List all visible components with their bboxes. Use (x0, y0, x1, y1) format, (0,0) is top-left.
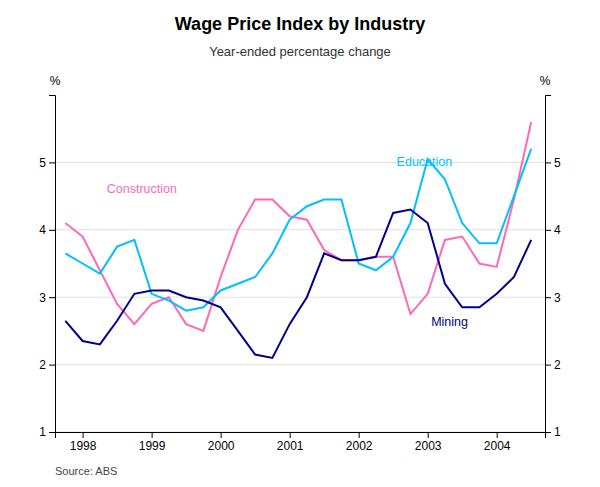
subtitle: Year-ended percentage change (209, 44, 391, 59)
tick: 5 (545, 156, 561, 170)
tick-label: 4 (554, 223, 561, 237)
tick: 1998 (70, 432, 97, 453)
tick-mark (545, 297, 551, 298)
tick: 3 (545, 291, 561, 305)
annotation: Construction (107, 182, 177, 196)
tick: 2001 (277, 432, 304, 453)
tick: 2002 (346, 432, 373, 453)
tick-mark (545, 432, 551, 433)
axis-line (49, 96, 56, 433)
tick-label: 2 (39, 358, 46, 372)
tick-mark (221, 432, 222, 438)
annotation: Mining (431, 315, 468, 329)
y-axis-label: % (50, 74, 61, 88)
tick: 5 (39, 156, 55, 170)
tick-label: 4 (39, 223, 46, 237)
tick: 3 (39, 291, 55, 305)
tick-mark (545, 230, 551, 231)
y-axis: 1 2 3 4 5 (39, 96, 55, 440)
tick-mark (49, 432, 55, 433)
tick-mark (49, 162, 55, 163)
tick-mark (49, 365, 55, 366)
tick-label: 5 (554, 156, 561, 170)
tick-label: 5 (39, 156, 46, 170)
tick-mark (49, 230, 55, 231)
grid-line (55, 364, 545, 365)
axis-line (56, 433, 546, 439)
tick-mark (545, 365, 551, 366)
tick-label: 2000 (208, 439, 235, 453)
tick-label: 1 (554, 425, 561, 439)
tick-mark (290, 432, 291, 438)
line (65, 122, 531, 331)
grid (55, 162, 545, 432)
tick: 2004 (484, 432, 511, 453)
y2-axis: 1 2 3 4 5 (545, 96, 561, 440)
tick-label: 1 (39, 425, 46, 439)
title: Wage Price Index by Industry (175, 14, 425, 34)
grid-line (55, 162, 545, 163)
axis-line (546, 96, 552, 433)
tick-label: 1998 (70, 439, 97, 453)
tick-mark (152, 432, 153, 438)
line (65, 210, 531, 358)
tick: 1 (39, 425, 55, 439)
tick: 4 (39, 223, 55, 237)
source: Source: ABS (55, 465, 117, 477)
annotation: Education (397, 155, 453, 169)
chart: Wage Price Index by Industry Year-ended p… (0, 0, 600, 487)
annotations: Construction Education Mining (107, 155, 468, 329)
tick-label: 2003 (415, 439, 442, 453)
tick-label: 2002 (346, 439, 373, 453)
tick: 1 (545, 425, 561, 439)
plot-area (65, 122, 531, 358)
tick: 4 (545, 223, 561, 237)
tick-label: 3 (39, 291, 46, 305)
tick-label: 2 (554, 358, 561, 372)
tick: 2 (545, 358, 561, 372)
tick-label: 3 (554, 291, 561, 305)
tick-label: 2001 (277, 439, 304, 453)
tick-mark (428, 432, 429, 438)
tick: 1999 (139, 432, 166, 453)
tick-label: 2004 (484, 439, 511, 453)
tick-mark (83, 432, 84, 438)
tick-mark (497, 432, 498, 438)
grid-line (55, 297, 545, 298)
tick: 2003 (415, 432, 442, 453)
y2-axis-label: % (540, 74, 551, 88)
tick-label: 1999 (139, 439, 166, 453)
tick-mark (359, 432, 360, 438)
grid-line (55, 229, 545, 230)
tick: 2 (39, 358, 55, 372)
tick: 2000 (208, 432, 235, 453)
tick-mark (49, 297, 55, 298)
tick-mark (545, 162, 551, 163)
x-axis: 1998 1999 2000 2001 2002 2003 2004 (56, 432, 546, 453)
line (65, 149, 531, 311)
